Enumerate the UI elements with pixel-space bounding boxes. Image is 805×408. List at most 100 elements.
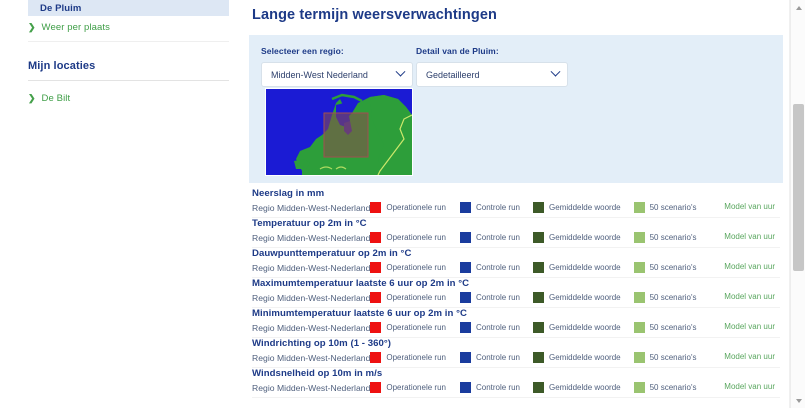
legend-label: 50 scenario's (649, 233, 697, 242)
parameter-title: Maximumtemperatuur laatste 6 uur op 2m i… (252, 278, 470, 289)
legend-item: Operationele run (370, 352, 446, 363)
legend-color-swatch (459, 352, 471, 363)
chevron-right-icon: ❯ (28, 22, 36, 32)
legend-item: Operationele run (370, 292, 446, 303)
parameter-title: Temperatuur op 2m in °C (252, 218, 367, 229)
parameter-region-label: Regio Midden-West-Nederland (252, 262, 371, 273)
legend-color-swatch (533, 232, 544, 243)
legend-label: 50 scenario's (649, 353, 697, 362)
legend-label: Gemiddelde woorde (549, 323, 621, 332)
model-van-uur-link[interactable]: Model van uur (724, 262, 775, 271)
detail-select-value: Gedetailleerd (426, 69, 480, 80)
region-select-value: Midden-West Nederland (271, 69, 368, 80)
detail-field-label: Detail van de Pluim: (416, 46, 499, 56)
sidebar-item-label: De Bilt (41, 93, 71, 104)
sidebar-item-label: Weer per plaats (41, 22, 110, 33)
scrollbar-thumb[interactable] (793, 104, 804, 271)
legend-item: Controle run (459, 322, 520, 333)
sidebar-divider-top (28, 41, 229, 42)
parameter-row: Temperatuur op 2m in °C Regio Midden-West… (249, 218, 783, 248)
legend-item: Controle run (459, 202, 520, 213)
row-divider (252, 367, 780, 368)
parameter-legend: Regio Midden-West-Nederland Operationele … (252, 202, 697, 213)
legend-label: Gemiddelde woorde (549, 233, 621, 242)
legend-label: Controle run (475, 323, 520, 332)
legend-label: Gemiddelde woorde (549, 263, 621, 272)
parameter-legend: Regio Midden-West-Nederland Operationele … (252, 292, 697, 303)
model-van-uur-link[interactable]: Model van uur (724, 232, 775, 241)
sidebar-item-weer-per-plaats[interactable]: ❯ Weer per plaats (28, 22, 110, 33)
legend-color-swatch (633, 292, 645, 303)
legend-item: Gemiddelde woorde (533, 262, 621, 273)
parameter-title: Neerslag in mm (252, 188, 325, 199)
legend-color-swatch (459, 322, 471, 333)
legend-color-swatch (370, 262, 382, 273)
legend-color-swatch (459, 232, 471, 243)
model-van-uur-link[interactable]: Model van uur (724, 382, 775, 391)
model-van-uur-link[interactable]: Model van uur (724, 292, 775, 301)
legend-item: Controle run (459, 292, 520, 303)
legend-item: 50 scenario's (633, 352, 697, 363)
legend-item: Controle run (459, 352, 520, 363)
legend-item: Operationele run (370, 232, 446, 243)
parameter-row: Windrichting op 10m (1 - 360°) Regio Midd… (249, 338, 783, 368)
legend-color-swatch (633, 232, 645, 243)
legend-label: Operationele run (386, 383, 446, 392)
legend-item: Gemiddelde woorde (533, 382, 621, 393)
parameter-legend: Regio Midden-West-Nederland Operationele … (252, 382, 697, 393)
parameter-row: Windsnelheid op 10m in m/s Regio Midden-W… (249, 368, 783, 398)
legend-item: 50 scenario's (633, 232, 697, 243)
legend-item: Operationele run (370, 382, 446, 393)
legend-color-swatch (533, 322, 544, 333)
sidebar-divider (28, 80, 229, 81)
parameter-row: Dauwpunttemperatuur op 2m in °C Regio Mid… (249, 248, 783, 278)
sidebar-item-de-pluim[interactable]: De Pluim (28, 0, 229, 16)
legend-color-swatch (533, 262, 544, 273)
parameter-region-label: Regio Midden-West-Nederland (252, 352, 371, 363)
page-scrollbar[interactable] (790, 0, 805, 408)
legend-label: 50 scenario's (649, 383, 697, 392)
legend-item: Operationele run (370, 202, 446, 213)
row-divider (252, 217, 780, 218)
legend-label: Gemiddelde woorde (549, 383, 621, 392)
legend-label: Controle run (475, 353, 520, 362)
legend-label: Operationele run (386, 323, 446, 332)
scroll-up-arrow-icon[interactable] (791, 0, 805, 15)
legend-label: Controle run (475, 203, 520, 212)
legend-label: Operationele run (386, 203, 446, 212)
legend-item: Operationele run (370, 322, 446, 333)
legend-color-swatch (459, 202, 471, 213)
legend-color-swatch (370, 322, 382, 333)
detail-select[interactable]: Gedetailleerd (416, 62, 568, 87)
legend-label: Gemiddelde woorde (549, 203, 621, 212)
legend-color-swatch (633, 382, 645, 393)
model-van-uur-link[interactable]: Model van uur (724, 202, 775, 211)
legend-label: Gemiddelde woorde (549, 293, 621, 302)
legend-color-swatch (459, 262, 471, 273)
scroll-down-arrow-icon[interactable] (791, 393, 805, 408)
legend-color-swatch (533, 352, 544, 363)
parameter-row: Neerslag in mm Regio Midden-West-Nederlan… (249, 188, 783, 218)
region-map-netherlands[interactable] (265, 88, 413, 176)
legend-label: 50 scenario's (649, 203, 697, 212)
parameter-row: Maximumtemperatuur laatste 6 uur op 2m i… (249, 278, 783, 308)
legend-label: Controle run (475, 233, 520, 242)
legend-color-swatch (633, 322, 645, 333)
legend-color-swatch (370, 232, 382, 243)
legend-color-swatch (533, 202, 544, 213)
model-van-uur-link[interactable]: Model van uur (724, 352, 775, 361)
legend-item: Gemiddelde woorde (533, 232, 621, 243)
legend-color-swatch (370, 292, 382, 303)
sidebar-item-label: De Pluim (40, 2, 82, 14)
legend-item: Controle run (459, 382, 520, 393)
row-divider (252, 247, 780, 248)
region-field-label: Selecteer een regio: (261, 46, 344, 56)
model-van-uur-link[interactable]: Model van uur (724, 322, 775, 331)
legend-label: Controle run (475, 263, 520, 272)
parameter-region-label: Regio Midden-West-Nederland (252, 232, 371, 243)
region-field: Selecteer een regio: Midden-West Nederla… (261, 46, 413, 87)
region-select[interactable]: Midden-West Nederland (261, 62, 413, 87)
sidebar-heading-mijn-locaties: Mijn locaties (28, 60, 96, 72)
sidebar-item-de-bilt[interactable]: ❯ De Bilt (28, 93, 70, 104)
